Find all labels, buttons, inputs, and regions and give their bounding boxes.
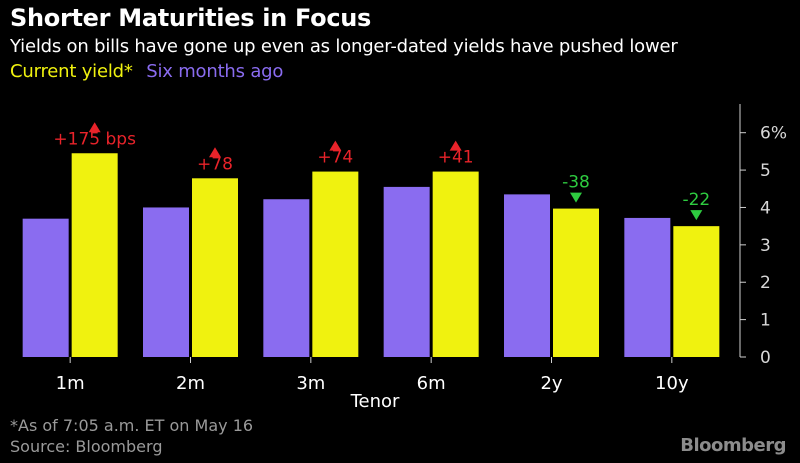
down-arrow-icon xyxy=(570,192,582,203)
y-tick-label: 3 xyxy=(760,236,771,256)
bar-current-yield-6m xyxy=(432,171,479,357)
footnote: *As of 7:05 a.m. ET on May 16 xyxy=(10,416,254,435)
change-annotation-1m: +175 bps xyxy=(53,129,136,149)
x-tick-label-10y: 10y xyxy=(655,373,689,394)
legend-six-months-ago: Six months ago xyxy=(146,61,284,82)
bar-six-months-ago-3m xyxy=(263,199,310,357)
bar-six-months-ago-2m xyxy=(143,207,189,357)
y-tick-label: 0 xyxy=(760,348,771,368)
bar-current-yield-2m xyxy=(192,178,238,357)
y-tick-label: 4 xyxy=(760,198,771,218)
bar-six-months-ago-10y xyxy=(624,217,671,357)
y-tick-label: 5 xyxy=(760,161,771,181)
y-tick-label: 2 xyxy=(760,273,771,293)
x-tick-label-3m: 3m xyxy=(296,373,325,394)
bar-current-yield-1m xyxy=(71,153,118,357)
bar-current-yield-10y xyxy=(673,226,720,357)
up-arrow-icon xyxy=(209,147,221,158)
chart-title: Shorter Maturities in Focus xyxy=(10,4,372,32)
x-tick-label-6m: 6m xyxy=(417,373,446,394)
legend-current-yield: Current yield* xyxy=(10,61,133,82)
change-annotation-3m: +74 xyxy=(317,148,353,168)
change-annotation-2m: +78 xyxy=(197,154,233,174)
bar-six-months-ago-2y xyxy=(504,194,550,357)
y-tick-label: 1 xyxy=(760,311,771,331)
source-note: Source: Bloomberg xyxy=(10,437,163,456)
x-tick-label-2y: 2y xyxy=(540,373,562,394)
up-arrow-icon xyxy=(329,140,342,151)
y-tick-label: 6% xyxy=(760,124,787,144)
bar-six-months-ago-1m xyxy=(22,218,69,357)
bar-current-yield-3m xyxy=(312,171,359,357)
change-annotation-2y: -38 xyxy=(562,173,590,193)
chart-subtitle: Yields on bills have gone up even as lon… xyxy=(10,36,678,57)
bar-current-yield-2y xyxy=(553,208,599,357)
bloomberg-logo: Bloomberg xyxy=(680,435,786,456)
up-arrow-icon xyxy=(88,122,101,133)
down-arrow-icon xyxy=(690,210,703,221)
x-tick-label-2m: 2m xyxy=(176,373,205,394)
legend: Current yield* Six months ago xyxy=(10,61,291,82)
change-annotation-10y: -22 xyxy=(682,190,710,210)
change-annotation-6m: +41 xyxy=(438,148,474,168)
bar-six-months-ago-6m xyxy=(383,186,430,357)
up-arrow-icon xyxy=(449,140,462,151)
x-axis-label: Tenor xyxy=(350,391,400,412)
x-tick-label-1m: 1m xyxy=(56,373,85,394)
